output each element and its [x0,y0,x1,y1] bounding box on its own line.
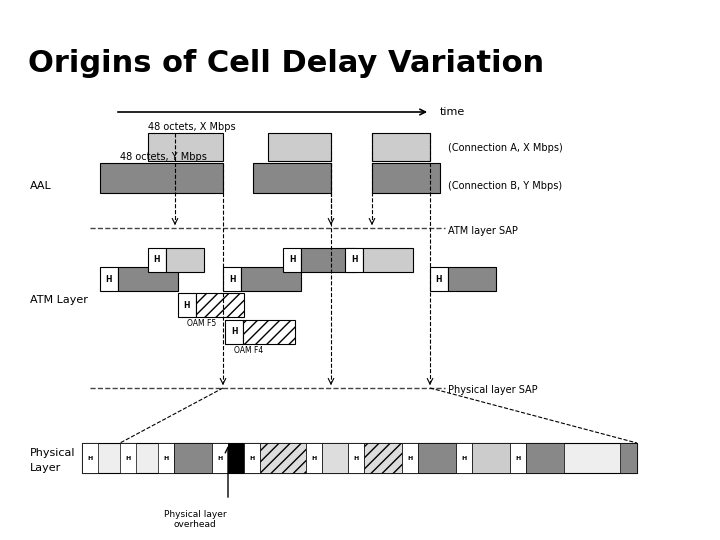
Bar [212,443,228,473]
Bar [100,267,118,291]
Text: AAL: AAL [30,181,52,191]
Text: 48 octets, X Mbps: 48 octets, X Mbps [148,122,235,132]
Text: H: H [230,327,238,336]
Bar [148,248,166,272]
Bar [526,443,564,473]
Bar [225,320,243,344]
Text: H: H [354,456,359,461]
Text: H: H [289,255,295,265]
Bar [268,133,331,161]
Text: Physical layer SAP: Physical layer SAP [448,385,538,395]
Bar [306,443,322,473]
Text: ATM layer SAP: ATM layer SAP [448,226,518,236]
Text: OAM F4: OAM F4 [234,346,264,355]
Bar [283,248,301,272]
Bar [430,267,448,291]
Text: Layer: Layer [30,463,61,473]
Bar [456,443,472,473]
Text: Physical: Physical [30,448,76,458]
Text: 48 octets, Y Mbps: 48 octets, Y Mbps [120,152,207,162]
Bar [372,133,430,161]
Text: (Connection A, X Mbps): (Connection A, X Mbps) [448,143,563,153]
Bar [223,267,241,291]
Bar [166,248,204,272]
Bar [372,163,440,193]
Text: H: H [436,274,442,284]
Text: H: H [408,456,413,461]
Bar [82,443,98,473]
Bar [196,293,244,317]
Bar [244,443,260,473]
Bar [364,443,402,473]
Text: Physical layer
overhead: Physical layer overhead [163,510,226,529]
Text: H: H [516,456,521,461]
Bar [174,443,212,473]
Text: H: H [311,456,317,461]
Text: H: H [184,300,190,309]
Bar [228,443,244,473]
Text: H: H [106,274,112,284]
Bar [100,163,223,193]
Text: H: H [87,456,93,461]
Bar [345,248,363,272]
Bar [448,267,496,291]
Bar [82,443,637,473]
Bar [620,443,637,473]
Bar [120,443,136,473]
Bar [148,133,223,161]
Bar [472,443,510,473]
Bar [253,163,331,193]
Bar [348,443,364,473]
Bar [363,248,413,272]
Bar [402,443,418,473]
Text: H: H [163,456,168,461]
Bar [243,320,295,344]
Text: H: H [249,456,255,461]
Text: time: time [440,107,465,117]
Text: (Connection B, Y Mbps): (Connection B, Y Mbps) [448,181,562,191]
Text: H: H [125,456,130,461]
Bar [301,248,356,272]
Text: H: H [229,274,235,284]
Text: ATM Layer: ATM Layer [30,295,88,305]
Bar [418,443,456,473]
Bar [178,293,196,317]
Text: OAM F5: OAM F5 [187,319,216,328]
Text: Origins of Cell Delay Variation: Origins of Cell Delay Variation [28,49,544,78]
Text: H: H [351,255,357,265]
Text: H: H [154,255,161,265]
Text: H: H [462,456,467,461]
Bar [322,443,348,473]
Bar [241,267,301,291]
Text: H: H [217,456,222,461]
Bar [118,267,178,291]
Bar [510,443,526,473]
Bar [158,443,174,473]
Bar [260,443,306,473]
